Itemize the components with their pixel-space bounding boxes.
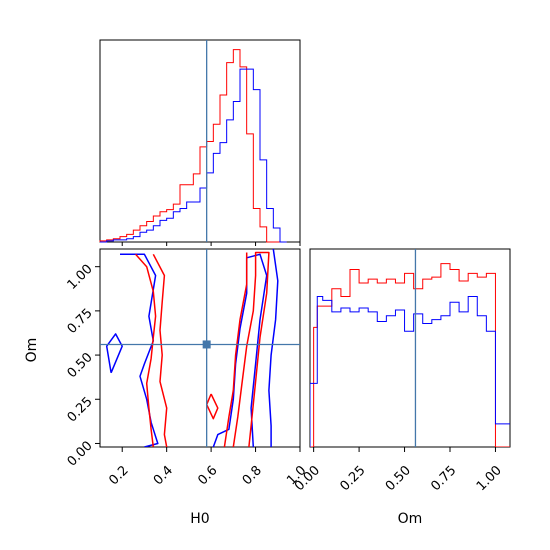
om-histogram-lines: [310, 263, 510, 447]
contour-x-tick-label-2: 0.6: [195, 463, 220, 488]
h0-histogram: [99, 40, 287, 243]
h0-histogram-series-1: [100, 68, 287, 243]
contour-frame: [99, 248, 301, 448]
contour-outer-4: [232, 251, 270, 447]
h0-histogram-frame: [99, 39, 301, 243]
om-x-tick-label-3: 0.75: [428, 463, 459, 494]
contour-y-tick-label-4: 1.00: [65, 262, 96, 293]
contour-x-tick-label-3: 0.8: [240, 463, 265, 488]
om-x-tick-label-1: 0.25: [337, 463, 368, 494]
contour-inner-5: [223, 252, 248, 447]
contour-y-tick-label-1: 0.25: [65, 394, 96, 425]
om-histogram: [310, 249, 510, 447]
contour-left-6: [135, 253, 157, 447]
contour-y-tick-label-3: 0.75: [65, 306, 96, 337]
contour-lines: [105, 249, 279, 447]
contour-x-tick-label-0: 0.2: [106, 463, 131, 488]
x-axis-label-h0: H0: [190, 511, 209, 527]
h0-om-contour: [100, 249, 300, 447]
om-histogram-series-1: [310, 295, 510, 447]
contour-island-3: [105, 333, 123, 374]
y-axis-label-om: Om: [24, 338, 40, 363]
contour-mid-7: [152, 253, 168, 447]
contour-outer-0: [268, 249, 279, 447]
om-x-tick-label-2: 0.50: [383, 463, 414, 494]
axis-ticks: 0.2 0.4 0.6 0.8 1.00.000.250.500.751.000.00 0…: [65, 242, 505, 494]
truth-marker: [202, 340, 211, 349]
contour-island-8: [205, 393, 219, 420]
om-histogram-frame: [309, 248, 511, 448]
contour-left-2: [120, 253, 159, 447]
om-histogram-series-0: [310, 263, 510, 447]
contour-x-tick-label-1: 0.4: [151, 463, 176, 488]
contour-y-tick-label-0: 0.00: [65, 439, 96, 470]
contour-y-tick-label-2: 0.50: [65, 350, 96, 381]
om-x-tick-label-4: 1.00: [474, 463, 505, 494]
x-axis-label-om: Om: [398, 511, 423, 527]
h0-histogram-series-0: [99, 49, 287, 243]
